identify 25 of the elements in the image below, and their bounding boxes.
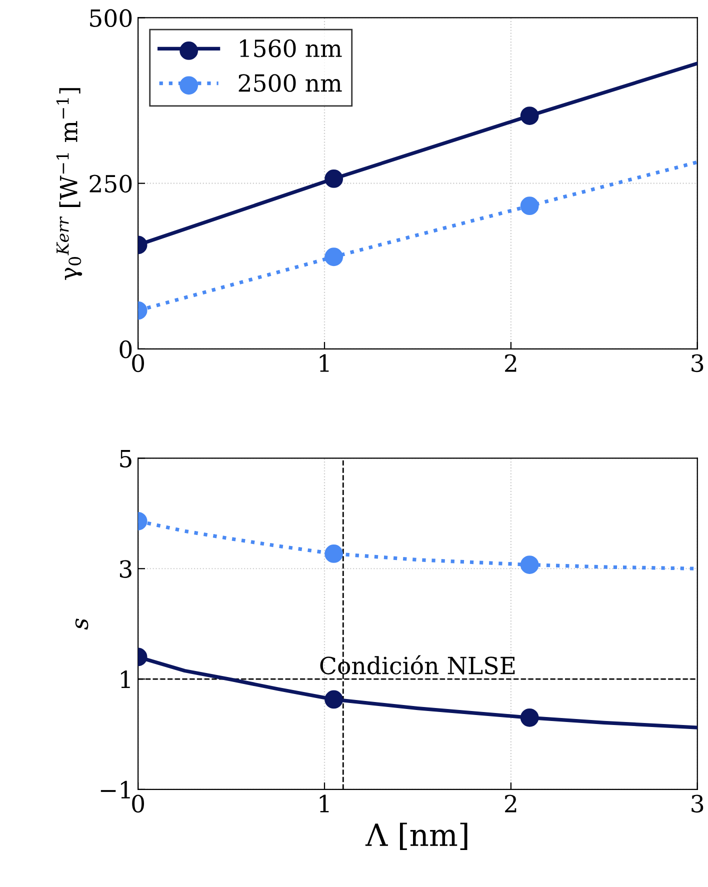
y-tick-label: 1 xyxy=(121,670,130,688)
x-tick-label: 0 xyxy=(132,354,144,372)
point xyxy=(520,106,539,125)
y-axis-title: γ$_{0}$$^{Kerr}$ [W$^{−1}$ m$^{−1}$] xyxy=(56,88,82,280)
x-tick-label: 0 xyxy=(132,794,144,813)
x-tick-label: 3 xyxy=(692,354,704,372)
x-tick-label: 3 xyxy=(692,794,704,813)
legend-label: 1560 nm xyxy=(240,39,342,58)
y-tick-label: −1 xyxy=(100,780,130,798)
point xyxy=(520,196,539,216)
y-tick-label: 500 xyxy=(90,9,132,28)
point xyxy=(520,708,539,727)
y-tick-label: 3 xyxy=(120,560,132,578)
y-tick-label: 5 xyxy=(120,450,132,468)
point xyxy=(520,556,539,574)
y-tick-label: 250 xyxy=(90,174,132,193)
x-axis-title: Λ [nm] xyxy=(365,822,468,850)
x-tick-label: 1 xyxy=(320,354,329,372)
x-tick-label: 1 xyxy=(320,794,329,812)
x-tick-label: 2 xyxy=(505,794,516,812)
y-axis-title: s xyxy=(75,618,88,630)
legend-label: 2500 nm xyxy=(238,74,342,92)
y-tick-label: 0 xyxy=(120,340,132,358)
x-tick-label: 2 xyxy=(505,354,516,372)
ref-line-label: Condición NLSE xyxy=(320,655,515,674)
